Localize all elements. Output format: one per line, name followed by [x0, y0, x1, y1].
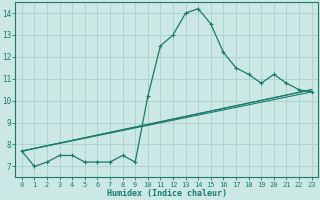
X-axis label: Humidex (Indice chaleur): Humidex (Indice chaleur): [107, 189, 227, 198]
